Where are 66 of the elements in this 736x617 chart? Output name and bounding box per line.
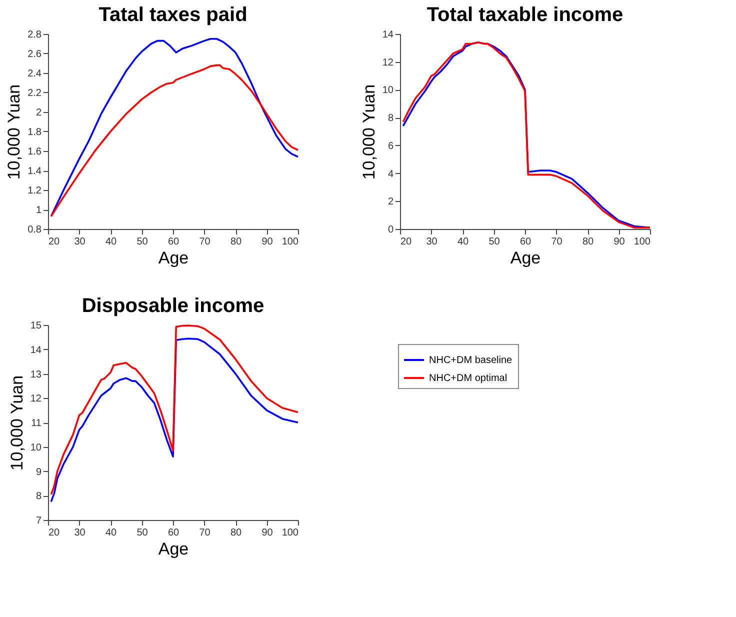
x-tick-label: 50: [488, 236, 500, 248]
y-tick-label: 0: [388, 224, 394, 236]
y-tick-label: 1: [36, 205, 42, 216]
x-tick-label: 40: [105, 236, 117, 248]
y-tick-label: 8: [36, 491, 42, 502]
x-tick-label: 30: [74, 528, 86, 538]
chart-title: Disposable income: [82, 295, 264, 317]
y-tick-label: 15: [30, 320, 42, 332]
y-tick-label: 1.8: [28, 127, 42, 138]
chart-title: Tatal taxes paid: [98, 4, 248, 26]
y-tick-label: 1.6: [28, 146, 42, 158]
x-tick-label: 90: [262, 528, 274, 538]
chart-title: Total taxable income: [426, 4, 624, 26]
x-tick-label: 50: [136, 528, 148, 538]
y-tick-label: 10: [382, 85, 394, 96]
x-tick-label: 20: [48, 528, 60, 538]
x-tick-label: 70: [199, 528, 211, 538]
y-axis-title: 10,000 Yuan: [7, 375, 26, 471]
y-tick-label: 9: [36, 466, 42, 478]
x-tick-label: 60: [520, 236, 532, 248]
y-tick-label: 2.4: [28, 68, 42, 80]
x-tick-label: 80: [230, 236, 242, 248]
x-tick-label: 40: [105, 528, 117, 538]
y-tick-label: 10: [30, 442, 42, 454]
x-tick-label: 40: [457, 236, 469, 248]
y-tick-label: 14: [30, 344, 42, 356]
x-tick-label: 90: [614, 236, 626, 248]
x-tick-label: 100: [634, 236, 651, 248]
x-tick-label: 90: [262, 236, 274, 248]
y-tick-label: 2.8: [28, 30, 42, 40]
y-tick-label: 7: [36, 516, 42, 526]
x-tick-label: 70: [199, 236, 211, 248]
x-tick-label: 70: [551, 236, 563, 248]
y-axis-title: 10,000 Yuan: [359, 84, 378, 180]
legend-label: NHC+DM optimal: [429, 373, 508, 384]
y-tick-label: 0.8: [28, 224, 42, 236]
y-tick-label: 11: [31, 418, 42, 429]
y-tick-label: 14: [382, 30, 394, 40]
x-tick-label: 30: [426, 236, 438, 248]
y-tick-label: 12: [382, 57, 394, 68]
x-tick-label: 60: [168, 236, 180, 248]
x-tick-label: 80: [582, 236, 594, 248]
x-tick-label: 100: [282, 236, 299, 248]
x-tick-label: 80: [230, 528, 242, 538]
y-tick-label: 12: [30, 394, 42, 405]
x-tick-label: 100: [282, 528, 299, 538]
x-tick-label: 20: [400, 236, 412, 248]
y-tick-label: 13: [30, 369, 42, 380]
legend-label: NHC+DM baseline: [429, 355, 513, 366]
y-tick-label: 1.2: [28, 186, 42, 196]
y-tick-label: 1.4: [28, 166, 42, 177]
x-tick-label: 30: [74, 236, 86, 248]
y-tick-label: 2.2: [28, 88, 42, 99]
x-tick-label: 50: [136, 236, 148, 248]
y-tick-label: 2.6: [28, 49, 42, 60]
y-tick-label: 6: [388, 140, 394, 152]
y-tick-label: 2: [388, 196, 394, 208]
x-axis-title: Age: [158, 248, 189, 268]
y-axis-title: 10,000 Yuan: [4, 84, 24, 180]
x-axis-title: Age: [158, 540, 189, 558]
x-tick-label: 20: [48, 236, 60, 248]
x-axis-title: Age: [510, 248, 541, 268]
y-tick-label: 4: [388, 168, 394, 180]
y-tick-label: 2: [36, 108, 42, 118]
y-tick-label: 8: [388, 113, 394, 124]
x-tick-label: 60: [168, 528, 180, 538]
